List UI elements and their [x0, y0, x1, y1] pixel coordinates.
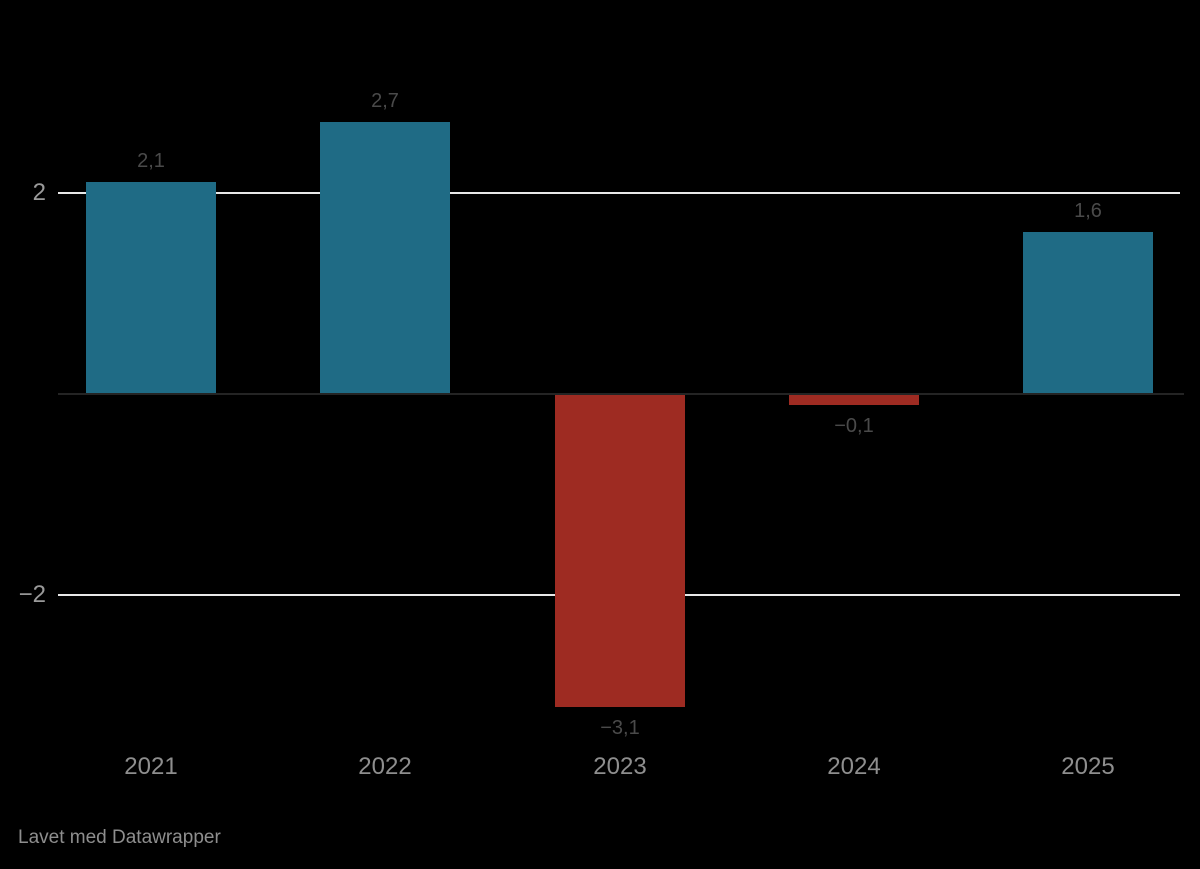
bar-2024	[789, 395, 919, 405]
datawrapper-attribution: Lavet med Datawrapper	[18, 827, 221, 848]
y-tick-label: −2	[18, 581, 46, 608]
zero-baseline	[58, 393, 1184, 395]
value-label-2023: −3,1	[600, 717, 640, 739]
value-label-2022: 2,7	[371, 90, 399, 112]
bar-2021	[86, 182, 216, 393]
x-axis-label-2025: 2025	[1061, 753, 1115, 780]
value-label-2024: −0,1	[834, 415, 874, 437]
bar-2022	[320, 122, 450, 393]
value-label-2021: 2,1	[137, 150, 165, 172]
x-axis-label-2021: 2021	[124, 753, 178, 780]
y-gridline-2	[58, 192, 1180, 194]
x-axis-label-2023: 2023	[593, 753, 647, 780]
x-axis-label-2022: 2022	[358, 753, 412, 780]
bar-2023	[555, 395, 685, 707]
y-tick-label: 2	[32, 179, 46, 206]
bar-2025	[1023, 232, 1153, 393]
value-label-2025: 1,6	[1074, 200, 1102, 222]
plot-area: 2 −2 2,1 2021 2,7 2022 −3,1 2023 −0,1 2024 1,6 2025	[18, 90, 1184, 780]
x-axis-label-2024: 2024	[827, 753, 881, 780]
